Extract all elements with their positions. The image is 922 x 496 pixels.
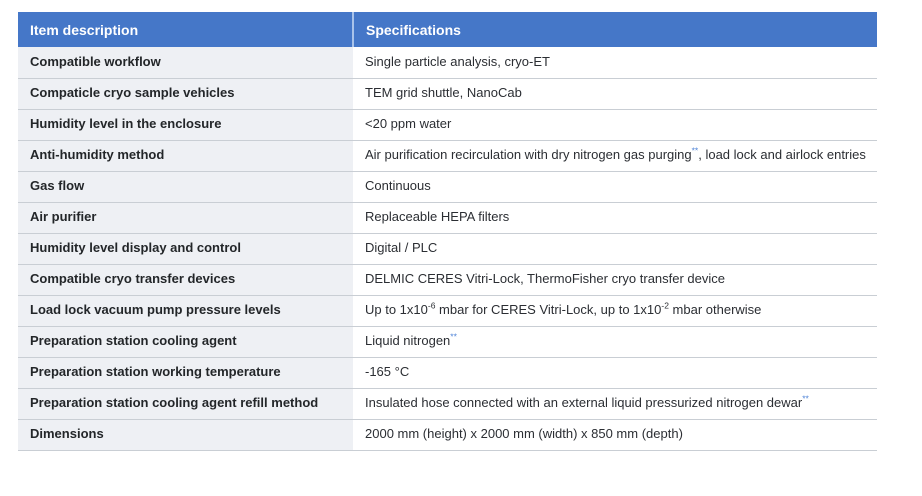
footnote-superscript: ** (450, 332, 457, 343)
spec-text: Liquid nitrogen (365, 333, 451, 349)
table-header: Item description Specifications (18, 12, 877, 47)
spec-text: Single particle analysis, cryo-ET (365, 54, 550, 70)
item-cell-cryo-transfer-devices: Compatible cryo transfer devices (18, 264, 353, 296)
column-header-specifications: Specifications (353, 12, 877, 47)
spec-cell-cryo-sample-vehicles: TEM grid shuttle, NanoCab (353, 78, 877, 110)
spec-text: Continuous (365, 178, 431, 194)
table-row: Preparation station cooling agent Liquid… (18, 326, 877, 358)
footnote-superscript: -2 (661, 301, 669, 312)
spec-cell-cooling-agent: Liquid nitrogen** (353, 326, 877, 358)
item-cell-air-purifier: Air purifier (18, 202, 353, 234)
footnote-superscript: ** (802, 394, 809, 405)
table-row: Preparation station cooling agent refill… (18, 388, 877, 420)
spec-text: DELMIC CERES Vitri-Lock, ThermoFisher cr… (365, 271, 726, 287)
item-cell-load-lock-pressure-levels: Load lock vacuum pump pressure levels (18, 295, 353, 327)
header-row: Item description Specifications (18, 12, 877, 47)
spec-cell-cooling-agent-refill-method: Insulated hose connected with an externa… (353, 388, 877, 420)
spec-text: mbar otherwise (668, 302, 762, 318)
item-cell-gas-flow: Gas flow (18, 171, 353, 203)
table-row: Dimensions 2000 mm (height) x 2000 mm (w… (18, 419, 877, 451)
item-cell-anti-humidity-method: Anti-humidity method (18, 140, 353, 172)
spec-cell-compatible-workflow: Single particle analysis, cryo-ET (353, 47, 877, 79)
spec-text: -165 °C (365, 364, 410, 380)
specifications-table: Item description Specifications Compatib… (18, 12, 877, 451)
spec-cell-gas-flow: Continuous (353, 171, 877, 203)
item-cell-humidity-display-control: Humidity level display and control (18, 233, 353, 265)
table-body: Compatible workflow Single particle anal… (18, 47, 877, 451)
table-row: Load lock vacuum pump pressure levels Up… (18, 295, 877, 327)
spec-text: Replaceable HEPA filters (365, 209, 510, 225)
spec-cell-air-purifier: Replaceable HEPA filters (353, 202, 877, 234)
column-header-item-description: Item description (18, 12, 354, 47)
spec-text: Insulated hose connected with an externa… (365, 395, 803, 411)
table-row: Preparation station working temperature … (18, 357, 877, 389)
spec-cell-anti-humidity-method: Air purification recirculation with dry … (353, 140, 877, 172)
item-cell-dimensions: Dimensions (18, 419, 353, 451)
table-row: Gas flow Continuous (18, 171, 877, 203)
spec-text: <20 ppm water (365, 116, 452, 132)
spec-text: Digital / PLC (365, 240, 438, 256)
table-row: Air purifier Replaceable HEPA filters (18, 202, 877, 234)
table-row: Compatible workflow Single particle anal… (18, 47, 877, 79)
item-cell-compatible-workflow: Compatible workflow (18, 47, 353, 79)
spec-text: mbar for CERES Vitri-Lock, up to 1x10 (435, 302, 662, 318)
footnote-superscript: ** (691, 146, 699, 157)
spec-text: TEM grid shuttle, NanoCab (365, 85, 522, 101)
item-cell-cooling-agent: Preparation station cooling agent (18, 326, 353, 358)
item-cell-humidity-level-enclosure: Humidity level in the enclosure (18, 109, 353, 141)
spec-cell-dimensions: 2000 mm (height) x 2000 mm (width) x 850… (353, 419, 877, 451)
table-row: Compatible cryo transfer devices DELMIC … (18, 264, 877, 296)
spec-cell-humidity-level-enclosure: <20 ppm water (353, 109, 877, 141)
spec-text: Air purification recirculation with dry … (365, 147, 692, 163)
table-row: Anti-humidity method Air purification re… (18, 140, 877, 172)
table-row: Compaticle cryo sample vehicles TEM grid… (18, 78, 877, 110)
spec-text: Up to 1x10 (365, 302, 428, 318)
spec-text: 2000 mm (height) x 2000 mm (width) x 850… (365, 426, 683, 442)
item-cell-cooling-agent-refill-method: Preparation station cooling agent refill… (18, 388, 353, 420)
table-row: Humidity level in the enclosure <20 ppm … (18, 109, 877, 141)
spec-cell-cryo-transfer-devices: DELMIC CERES Vitri-Lock, ThermoFisher cr… (353, 264, 877, 296)
spec-cell-working-temperature: -165 °C (353, 357, 877, 389)
spec-cell-load-lock-pressure-levels: Up to 1x10-6 mbar for CERES Vitri-Lock, … (353, 295, 877, 327)
spec-text: , load lock and airlock entries (698, 147, 866, 163)
spec-cell-humidity-display-control: Digital / PLC (353, 233, 877, 265)
item-cell-working-temperature: Preparation station working temperature (18, 357, 353, 389)
footnote-superscript: -6 (427, 301, 436, 312)
table-row: Humidity level display and control Digit… (18, 233, 877, 265)
item-cell-cryo-sample-vehicles: Compaticle cryo sample vehicles (18, 78, 353, 110)
